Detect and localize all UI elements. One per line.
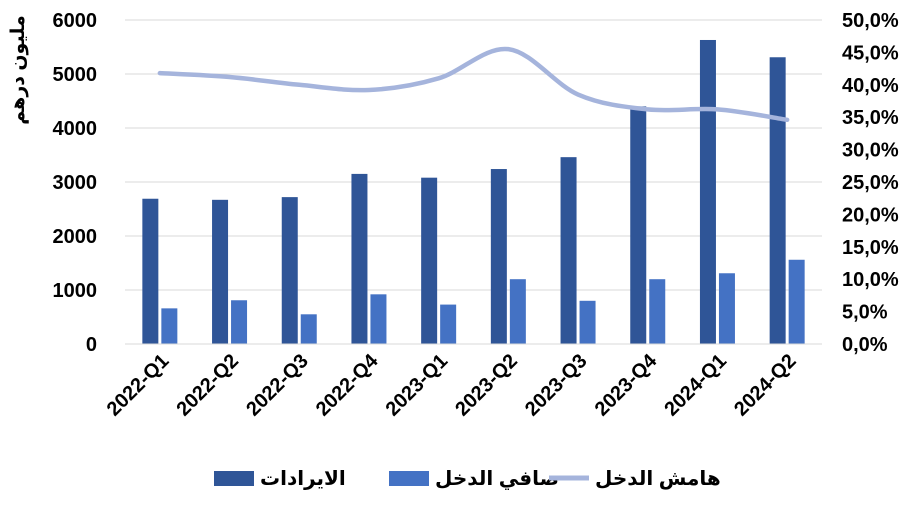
legend-label: صافي الدخل (435, 468, 559, 491)
y-tick-label: 2000 (53, 226, 98, 248)
legend-label: الايرادات (260, 468, 346, 490)
x-tick-label: 2022-Q4 (312, 349, 383, 420)
y2-tick-label: 10,0% (842, 269, 899, 291)
income-margin-line (157, 46, 790, 123)
x-tick-label: 2023-Q2 (451, 350, 522, 421)
x-tick-label: 2024-Q1 (660, 350, 731, 421)
y2-tick-label: 30,0% (842, 140, 899, 162)
x-tick-label: 2023-Q1 (382, 350, 453, 421)
y-tick-label: 1000 (53, 280, 98, 302)
net-income-bar (649, 279, 666, 344)
gridlines (125, 19, 822, 345)
x-tick-label: 2023-Q3 (521, 350, 592, 421)
y2-tick-label: 5,0% (842, 302, 888, 324)
legend-swatch-net-income (389, 471, 429, 486)
revenue-bar (630, 106, 647, 345)
y2-tick-label: 50,0% (842, 10, 899, 32)
net-income-bar (440, 304, 457, 344)
y-tick-label: 6000 (53, 10, 98, 32)
y-tick-label: 4000 (53, 118, 98, 140)
y2-tick-label: 45,0% (842, 42, 899, 64)
revenue-bar (560, 157, 577, 344)
revenue-bar (281, 197, 298, 344)
x-tick-label: 2022-Q2 (172, 350, 243, 421)
revenue-bar (769, 57, 786, 344)
margin-line-layer (157, 46, 790, 123)
net-income-bar (231, 300, 248, 344)
x-tick-label: 2022-Q1 (103, 350, 174, 421)
revenue-bar (699, 39, 716, 344)
y2-tick-label: 25,0% (842, 172, 899, 194)
legend-swatch-revenue (214, 471, 254, 486)
revenue-bar (142, 198, 159, 344)
net-income-bar (509, 279, 526, 344)
net-income-bar (579, 300, 596, 344)
revenue-bar (421, 177, 438, 344)
y2-tick-label: 40,0% (842, 75, 899, 97)
net-income-bar (161, 308, 178, 344)
revenue-bar (212, 199, 229, 344)
y2-tick-label: 35,0% (842, 107, 899, 129)
legend-label: هامش الدخل (595, 468, 721, 490)
y2-tick-label: 15,0% (842, 237, 899, 259)
net-income-bar (300, 314, 317, 344)
net-income-bar (718, 273, 735, 344)
revenue-bar (351, 173, 368, 344)
y-tick-label: 0 (86, 334, 97, 356)
y2-tick-label: 0,0% (842, 334, 888, 356)
y-tick-label: 5000 (53, 64, 98, 86)
net-income-bar (788, 259, 805, 344)
x-tick-label: 2023-Q4 (591, 349, 662, 420)
y2-tick-label: 20,0% (842, 204, 899, 226)
y-axis-title: مليون درهم (8, 15, 29, 124)
y-tick-label: 3000 (53, 172, 98, 194)
revenue-bar (490, 169, 507, 344)
x-tick-label: 2024-Q2 (730, 350, 801, 421)
x-tick-label: 2022-Q3 (242, 350, 313, 421)
bars (142, 39, 805, 345)
legend: الايرادات صافي الدخل هامش الدخل (214, 468, 721, 491)
net-income-bar (370, 294, 387, 344)
